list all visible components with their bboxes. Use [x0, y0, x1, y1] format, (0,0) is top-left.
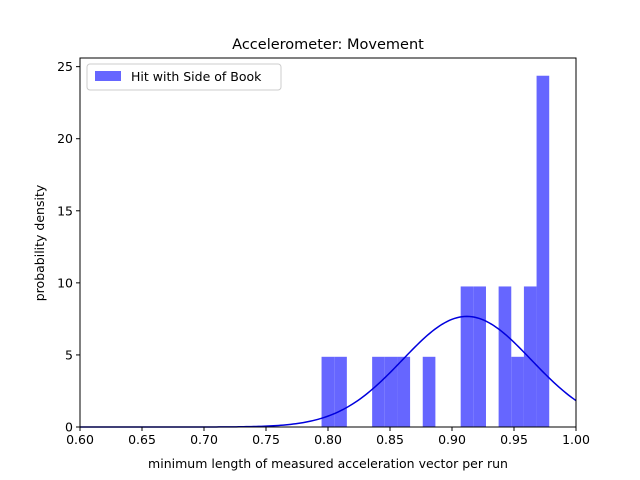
y-axis-label: probability density [32, 184, 47, 301]
histogram-bar [372, 356, 385, 427]
x-axis-label: minimum length of measured acceleration … [148, 456, 508, 471]
histogram-bar [397, 356, 411, 427]
x-tick-label: 0.65 [128, 432, 156, 447]
x-tick-label: 0.95 [500, 432, 528, 447]
histogram-bar [460, 286, 474, 427]
histogram-bars [321, 75, 550, 427]
y-tick-label: 0 [65, 420, 73, 435]
y-tick-label: 15 [57, 203, 73, 218]
x-tick-label: 1.00 [562, 432, 590, 447]
chart-title: Accelerometer: Movement [232, 37, 424, 53]
y-tick-label: 10 [57, 275, 73, 290]
x-axis-ticks: 0.60 0.65 0.70 0.75 0.80 0.85 0.90 0.95 1.00 [66, 427, 590, 447]
histogram-bar [321, 356, 335, 427]
legend: Hit with Side of Book [86, 63, 282, 91]
y-tick-label: 25 [57, 59, 73, 74]
x-tick-label: 0.70 [190, 432, 218, 447]
legend-label: Hit with Side of Book [131, 69, 262, 84]
histogram-bar [523, 286, 537, 427]
histogram-bar [422, 356, 436, 427]
histogram-bar [334, 356, 347, 427]
y-axis-ticks: 0 5 10 15 20 25 [57, 59, 80, 435]
legend-swatch [95, 71, 121, 81]
y-tick-label: 20 [57, 131, 73, 146]
histogram-bar [473, 286, 486, 427]
histogram-bar [536, 75, 550, 427]
histogram-bar [511, 356, 524, 427]
legend-frame [86, 63, 282, 91]
x-tick-label: 0.85 [376, 432, 404, 447]
y-tick-label: 5 [65, 347, 73, 362]
x-tick-label: 0.80 [314, 432, 342, 447]
x-tick-label: 0.75 [252, 432, 280, 447]
x-tick-label: 0.60 [66, 432, 94, 447]
x-tick-label: 0.90 [438, 432, 466, 447]
histogram-bar [498, 286, 512, 427]
